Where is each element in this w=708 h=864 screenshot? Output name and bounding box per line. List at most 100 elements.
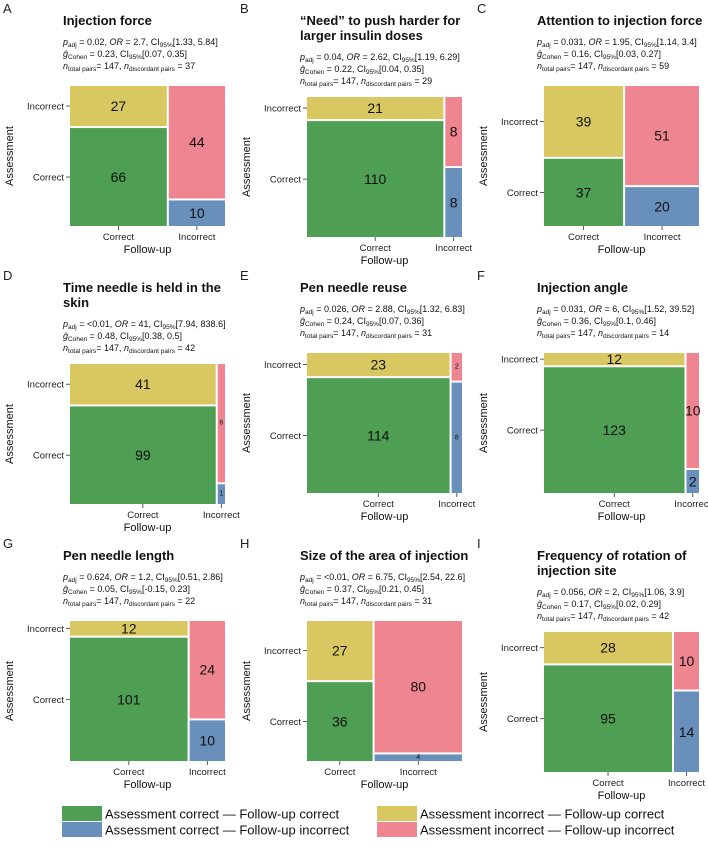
mosaic-cell-ii: [168, 86, 225, 199]
stats-pairs: ntotal pairs= 147, ndiscordant pairs = 4…: [63, 343, 195, 355]
panel-a: A Injection force padj = 0.02, OR = 2.7, C…: [3, 1, 225, 256]
legend-item-yellow: Assessment incorrect — Follow-up correct: [377, 806, 665, 822]
cell-label-cc: 123: [603, 422, 627, 438]
x-tick-label: Correct: [592, 778, 624, 789]
stats-cohen-g: ĝCohen = 0.36, CI95%[0.1, 0.46]: [537, 316, 656, 328]
panel-c: C Attention to injection force padj = 0.03…: [477, 1, 702, 256]
stats-cohen-g: ĝCohen = 0.37, CI95%[0.21, 0.45]: [300, 584, 424, 596]
cell-label-ic: 41: [135, 376, 151, 392]
stats-pairs: ntotal pairs= 147, ndiscordant pairs = 2…: [300, 76, 432, 88]
cell-label-ii: 2: [455, 363, 459, 370]
x-axis-title: Follow-up: [598, 511, 646, 523]
y-tick-label: Correct: [33, 451, 65, 462]
cell-label-ii: 10: [679, 653, 695, 669]
cell-label-cc: 99: [135, 447, 151, 463]
panel-title: Injection angle: [537, 280, 628, 295]
x-tick-label: Incorrect: [189, 767, 226, 778]
cell-label-ic: 23: [371, 357, 387, 373]
stats-pairs: ntotal pairs= 147, ndiscordant pairs = 5…: [537, 61, 669, 73]
x-tick-label: Incorrect: [400, 767, 437, 778]
stats-pvalue-or: padj = 0.031, OR = 1.95, CI95%[1.14, 3.4…: [536, 37, 697, 49]
cell-label-cc: 101: [117, 691, 141, 707]
mosaic-cell-ic: [307, 97, 444, 120]
cell-label-ic: 21: [367, 100, 383, 116]
cell-label-ci: 10: [189, 205, 205, 221]
mosaic-cell-ic: [70, 86, 167, 127]
stats-cohen-g: ĝCohen = 0.17, CI95%[0.02, 0.29]: [537, 599, 661, 611]
mosaic-cell-ci: [374, 754, 462, 761]
mosaic-cell-ic: [70, 364, 216, 405]
mosaic-cell-ci: [217, 484, 225, 504]
stats-pvalue-or: padj = 0.02, OR = 2.7, CI95%[1.33, 5.84]: [62, 37, 218, 49]
panel-letter: I: [477, 536, 481, 551]
stats-pairs: ntotal pairs= 147, ndiscordant pairs = 3…: [300, 328, 432, 340]
cell-label-ii: 80: [410, 679, 426, 695]
x-tick-label: Incorrect: [203, 510, 240, 521]
cell-label-ci: 14: [679, 724, 695, 740]
mosaic-cell-ii: [374, 621, 462, 753]
stats-cohen-g: ĝCohen = 0.48, CI95%[0.38, 0.5]: [63, 331, 182, 343]
mosaic-cell-cc: [307, 378, 450, 493]
y-tick-label: Incorrect: [264, 360, 301, 371]
x-tick-label: Correct: [113, 767, 145, 778]
x-tick-label: Correct: [324, 767, 356, 778]
cell-label-ii: 10: [685, 403, 701, 419]
stats-cohen-g: ĝCohen = 0.05, CI95%[-0.15, 0.23]: [63, 584, 190, 596]
y-tick-label: Correct: [33, 695, 65, 706]
panel-f: F Injection angle padj = 0.031, OR = 6, CI…: [477, 268, 708, 523]
x-tick-label: Incorrect: [668, 778, 705, 789]
y-tick-label: Correct: [507, 714, 539, 725]
y-tick-label: Incorrect: [501, 643, 538, 654]
stats-cohen-g: ĝCohen = 0.16, CI95%[0.03, 0.27]: [537, 49, 661, 61]
cell-label-cc: 66: [111, 169, 127, 185]
x-tick-label: Correct: [103, 232, 135, 243]
x-axis-title: Follow-up: [361, 255, 409, 267]
y-tick-label: Correct: [270, 175, 302, 186]
mosaic-cell-ci: [686, 470, 699, 493]
panel-g: G Pen needle length padj = 0.624, OR = 1.2…: [3, 536, 226, 791]
mosaic-cell-ii: [686, 353, 699, 468]
x-tick-label: Incorrect: [435, 243, 472, 254]
stats-pairs: ntotal pairs= 147, ndiscordant pairs = 1…: [537, 328, 669, 340]
cell-label-ii: 8: [450, 124, 458, 140]
stats-cohen-g: ĝCohen = 0.23, CI95%[0.07, 0.35]: [63, 49, 187, 61]
x-axis-title: Follow-up: [124, 244, 172, 256]
x-tick-label: Incorrect: [674, 499, 708, 510]
mosaic-cell-ci: [189, 720, 225, 761]
legend-swatch: [62, 806, 102, 821]
mosaic-cell-cc: [307, 682, 373, 761]
mosaic-cell-ci: [168, 200, 225, 226]
x-tick-label: Correct: [599, 499, 631, 510]
y-tick-label: Incorrect: [264, 646, 301, 657]
mosaic-cell-cc: [307, 121, 444, 237]
cell-label-ic: 27: [111, 98, 127, 114]
mosaic-cell-cc: [544, 367, 685, 493]
panel-letter: E: [240, 268, 249, 283]
mosaic-cell-ci: [445, 168, 462, 237]
y-tick-label: Correct: [33, 173, 65, 184]
y-tick-label: Correct: [270, 717, 302, 728]
cell-label-cc: 114: [367, 428, 390, 444]
mosaic-cell-ii: [674, 632, 699, 690]
cell-label-ci: 2: [689, 474, 697, 490]
y-tick-label: Correct: [270, 431, 302, 442]
panel-letter: C: [477, 1, 486, 16]
x-tick-label: Correct: [568, 232, 600, 243]
stats-pairs: ntotal pairs= 147, ndiscordant pairs = 2…: [63, 596, 195, 608]
panel-title: “Need” to push harder for: [300, 13, 460, 28]
y-tick-label: Incorrect: [264, 104, 301, 115]
cell-label-ci: 8: [450, 195, 458, 211]
panel-title: Attention to injection force: [537, 13, 702, 28]
cell-label-ii: 6: [219, 420, 223, 427]
cell-label-ic: 27: [332, 643, 348, 659]
legend-label: Assessment correct — Follow-up correct: [105, 807, 339, 822]
cell-label-ci: 4: [416, 754, 420, 761]
legend-label: Assessment correct — Follow-up incorrect: [105, 823, 350, 838]
mosaic-cell-cc: [70, 637, 188, 761]
panel-title: Pen needle length: [63, 548, 174, 563]
mosaic-cell-ii: [625, 86, 699, 186]
legend-item-pink: Assessment incorrect — Follow-up incorre…: [377, 822, 675, 838]
